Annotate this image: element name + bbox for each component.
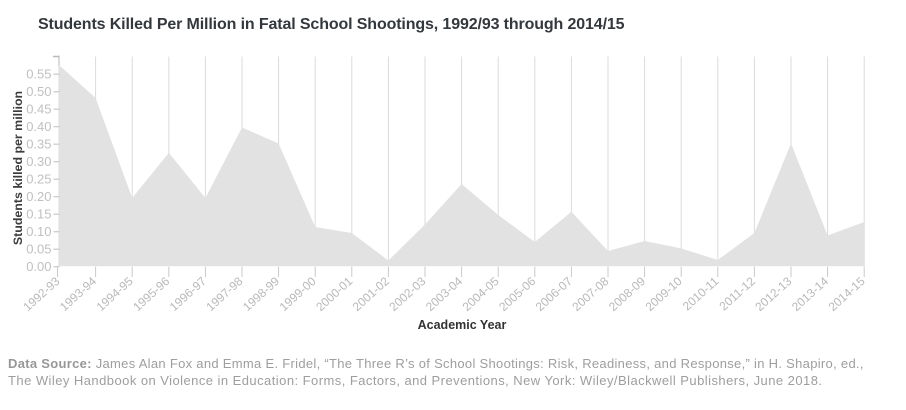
svg-text:2007-08: 2007-08 — [569, 274, 611, 314]
svg-text:2001-02: 2001-02 — [350, 274, 392, 314]
svg-text:0.35: 0.35 — [26, 137, 51, 152]
svg-text:2012-13: 2012-13 — [752, 274, 794, 314]
svg-text:1996-97: 1996-97 — [167, 274, 209, 314]
svg-text:2013-14: 2013-14 — [789, 274, 831, 314]
svg-text:1993-94: 1993-94 — [57, 274, 99, 314]
svg-text:0.25: 0.25 — [26, 172, 51, 187]
svg-text:2014-15: 2014-15 — [826, 274, 868, 314]
svg-text:2002-03: 2002-03 — [386, 274, 428, 314]
svg-text:2000-01: 2000-01 — [313, 274, 355, 314]
svg-text:1995-96: 1995-96 — [130, 274, 172, 314]
svg-text:2011-12: 2011-12 — [716, 274, 758, 313]
svg-text:1992-93: 1992-93 — [20, 274, 62, 314]
svg-text:0.45: 0.45 — [26, 102, 51, 117]
svg-text:2010-11: 2010-11 — [680, 274, 722, 313]
svg-text:2006-07: 2006-07 — [533, 274, 575, 314]
svg-text:0.10: 0.10 — [26, 224, 51, 239]
svg-text:0.30: 0.30 — [26, 154, 51, 169]
svg-text:1994-95: 1994-95 — [94, 274, 136, 314]
svg-text:0.20: 0.20 — [26, 189, 51, 204]
svg-text:1999-00: 1999-00 — [277, 274, 319, 314]
svg-text:2005-06: 2005-06 — [496, 274, 538, 314]
svg-text:Students killed per million: Students killed per million — [11, 91, 25, 245]
svg-text:2004-05: 2004-05 — [460, 274, 502, 314]
svg-text:2009-10: 2009-10 — [643, 274, 685, 314]
svg-text:0.50: 0.50 — [26, 84, 51, 99]
svg-text:2008-09: 2008-09 — [606, 274, 648, 314]
svg-text:0.05: 0.05 — [26, 242, 51, 257]
svg-text:0.55: 0.55 — [26, 67, 51, 82]
svg-text:0.00: 0.00 — [26, 259, 51, 274]
svg-text:Academic Year: Academic Year — [418, 318, 507, 332]
svg-text:0.40: 0.40 — [26, 119, 51, 134]
svg-text:0.15: 0.15 — [26, 207, 51, 222]
svg-text:1997-98: 1997-98 — [203, 274, 245, 314]
svg-text:2003-04: 2003-04 — [423, 274, 465, 314]
svg-text:1998-99: 1998-99 — [240, 274, 282, 314]
